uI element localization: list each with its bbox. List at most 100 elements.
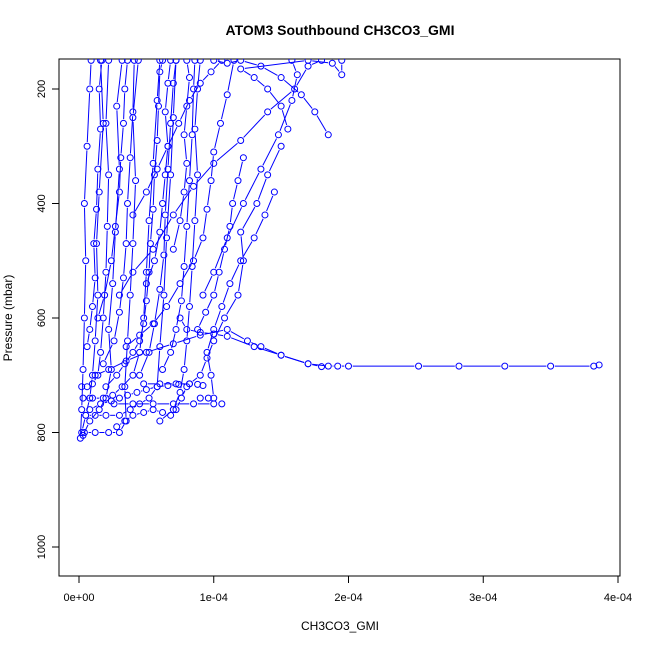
series-18	[237, 59, 346, 133]
data-point	[180, 262, 188, 270]
series-segment	[104, 264, 112, 292]
data-point	[150, 320, 158, 328]
data-point	[113, 371, 121, 379]
data-point	[142, 280, 150, 288]
series-segment	[163, 355, 170, 366]
series-12	[91, 325, 603, 379]
series-segment	[180, 196, 185, 217]
series-14	[115, 59, 326, 299]
data-point	[129, 268, 137, 276]
series-segment	[226, 298, 237, 315]
data-point	[277, 102, 285, 110]
data-point	[88, 371, 96, 379]
series-segment	[124, 377, 131, 384]
data-point	[190, 182, 198, 190]
y-tick-label: 800	[36, 423, 48, 441]
x-tick-label: 2e-04	[334, 592, 362, 604]
data-point	[140, 320, 148, 328]
series-segment	[255, 218, 264, 235]
data-point	[102, 119, 110, 127]
series-segment	[106, 373, 112, 395]
data-point	[142, 188, 150, 196]
data-point	[117, 154, 125, 162]
series-segment	[163, 219, 166, 251]
data-point	[156, 68, 164, 76]
data-point	[215, 268, 223, 276]
data-point	[223, 332, 231, 340]
series-segment	[189, 138, 193, 177]
data-point	[191, 217, 199, 225]
x-axis-label: CH3CO3_GMI	[301, 619, 379, 633]
data-point	[103, 222, 111, 230]
data-point	[172, 325, 180, 333]
data-point	[126, 154, 134, 162]
series-segment	[125, 207, 128, 240]
series-segment	[82, 419, 86, 429]
data-point	[156, 59, 164, 64]
data-point	[196, 371, 204, 379]
data-point	[161, 108, 169, 116]
series-10	[196, 188, 278, 402]
data-point	[180, 131, 188, 139]
series-segment	[142, 399, 146, 403]
series-segment	[132, 121, 136, 177]
series-segment	[181, 270, 185, 297]
data-point	[95, 406, 103, 414]
series-segment	[204, 275, 213, 292]
series-segment	[83, 264, 87, 314]
data-point	[109, 280, 117, 288]
data-point	[107, 257, 115, 265]
data-point	[324, 131, 332, 139]
data-point	[210, 59, 218, 64]
data-point	[80, 314, 88, 322]
series-segment	[147, 172, 156, 189]
series-segment	[316, 115, 327, 132]
data-point	[99, 394, 107, 402]
data-point	[415, 362, 423, 370]
series-segment	[217, 334, 224, 337]
series-segment	[158, 149, 167, 166]
series-segment	[119, 161, 122, 188]
y-axis: 200 400 600 800 1000	[36, 80, 60, 559]
data-point	[223, 59, 231, 67]
data-point	[277, 74, 285, 82]
data-point	[119, 119, 127, 127]
series-segment	[164, 173, 169, 211]
data-point	[150, 257, 158, 265]
series-segment	[165, 87, 169, 108]
data-point	[172, 380, 180, 388]
data-point	[277, 142, 285, 150]
series-segment	[98, 370, 105, 375]
data-point	[142, 348, 150, 356]
data-point	[160, 291, 168, 299]
data-point	[155, 102, 163, 110]
data-point	[210, 291, 218, 299]
data-point	[196, 331, 204, 339]
series-segment	[136, 413, 140, 415]
data-point	[107, 397, 115, 405]
data-point	[501, 362, 509, 370]
data-point	[250, 343, 258, 351]
data-point	[159, 366, 167, 374]
data-point	[169, 245, 177, 253]
data-point	[136, 371, 144, 379]
y-tick-label: 400	[36, 194, 48, 212]
data-point	[210, 268, 218, 276]
data-point	[169, 406, 177, 414]
data-point	[207, 68, 215, 76]
data-point	[196, 394, 204, 402]
x-axis: 0e+00 1e-04 2e-04 3e-04 4e-04	[64, 575, 632, 604]
series-segment	[264, 67, 278, 76]
series-29	[194, 154, 247, 333]
data-point	[223, 325, 231, 333]
series-segment	[97, 133, 101, 165]
series-segment	[148, 247, 151, 269]
data-point	[194, 171, 202, 179]
chart-title: ATOM3 Southbound CH3CO3_GMI	[226, 22, 455, 38]
data-point	[216, 119, 224, 127]
data-point	[156, 228, 164, 236]
series-segment	[96, 196, 100, 240]
series-segment	[154, 293, 160, 320]
data-point	[203, 354, 211, 362]
data-point	[218, 400, 226, 408]
